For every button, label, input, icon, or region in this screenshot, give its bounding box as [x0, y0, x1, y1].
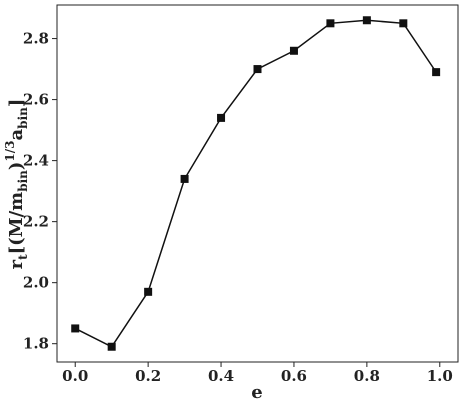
y-axis-label-part: t: [16, 254, 30, 260]
marker: [71, 324, 80, 333]
y-tick-label: 2.0: [23, 274, 49, 292]
y-axis-label: rt[(M/mbin)1/3abin]: [3, 99, 30, 270]
y-axis-label-part: [(M/m: [6, 192, 27, 255]
y-axis-label-part: r: [6, 259, 27, 269]
y-axis-label-part: 1/3: [3, 140, 17, 161]
marker: [362, 16, 371, 25]
marker: [432, 68, 441, 77]
x-tick-label: 0.4: [208, 367, 234, 385]
y-tick-label: 2.4: [23, 152, 49, 170]
marker: [107, 342, 116, 351]
marker: [144, 287, 153, 296]
y-axis-label-part: ): [6, 162, 27, 171]
x-tick-label: 0.8: [354, 367, 380, 385]
marker: [289, 46, 298, 55]
y-axis-label-part: bin: [16, 107, 30, 129]
y-tick-label: 2.8: [23, 30, 49, 48]
plot-frame: [56, 4, 459, 363]
marker: [217, 113, 226, 122]
marker: [326, 19, 335, 28]
x-tick-label: 0.2: [135, 367, 161, 385]
marker: [399, 19, 408, 28]
y-tick-label: 1.8: [23, 335, 49, 353]
y-tick-label: 2.6: [23, 91, 49, 109]
y-axis-label-part: a: [6, 128, 27, 140]
y-axis-label-part: ]: [6, 99, 27, 108]
x-tick-label: 1.0: [427, 367, 453, 385]
x-axis-label: e: [251, 382, 262, 403]
x-tick-label: 0.6: [281, 367, 307, 385]
x-tick-label: 0.0: [62, 367, 88, 385]
marker: [253, 65, 262, 74]
y-axis-label-part: bin: [16, 170, 30, 192]
y-tick-label: 2.2: [23, 213, 49, 231]
marker: [180, 174, 189, 183]
